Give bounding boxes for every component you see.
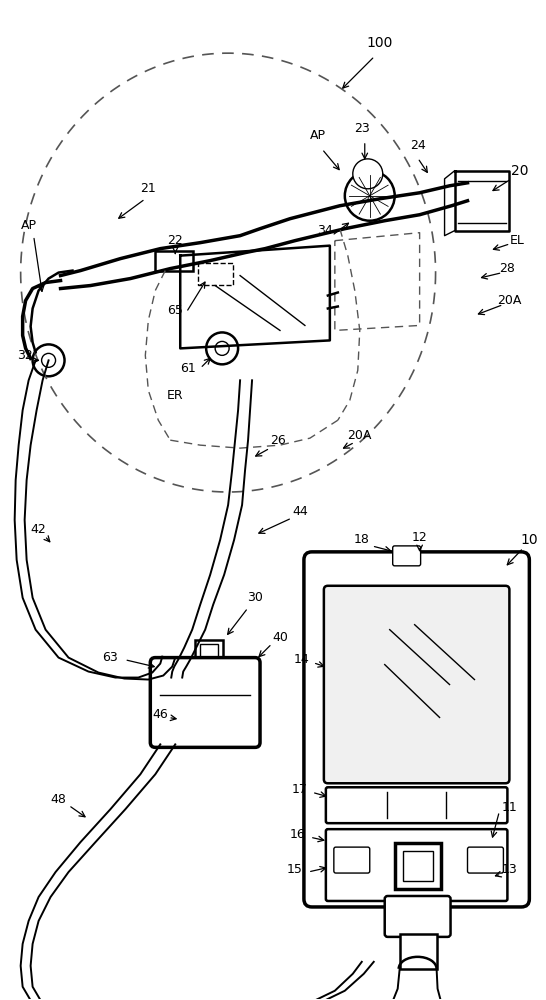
Text: 17: 17: [292, 783, 308, 796]
Text: 28: 28: [500, 262, 515, 275]
Text: 22: 22: [168, 234, 183, 247]
Polygon shape: [400, 934, 437, 969]
FancyBboxPatch shape: [155, 251, 193, 271]
FancyBboxPatch shape: [200, 644, 218, 658]
Text: 18: 18: [354, 533, 370, 546]
Text: 26: 26: [270, 434, 286, 447]
Text: 61: 61: [180, 362, 196, 375]
Text: 15: 15: [287, 863, 303, 876]
Text: 16: 16: [290, 828, 306, 841]
Text: 14: 14: [294, 653, 310, 666]
Text: 40: 40: [272, 631, 288, 644]
Circle shape: [345, 171, 395, 221]
Text: 20: 20: [511, 164, 528, 178]
Text: 24: 24: [410, 139, 425, 152]
Text: 12: 12: [412, 531, 428, 544]
Text: 21: 21: [140, 182, 156, 195]
Text: 13: 13: [502, 863, 517, 876]
Text: 100: 100: [366, 36, 393, 50]
Circle shape: [353, 159, 383, 189]
FancyBboxPatch shape: [467, 847, 503, 873]
Text: 11: 11: [502, 801, 517, 814]
FancyBboxPatch shape: [393, 546, 420, 566]
FancyBboxPatch shape: [304, 552, 529, 907]
Text: EL: EL: [510, 234, 525, 247]
Text: 63: 63: [103, 651, 118, 664]
Text: ER: ER: [167, 389, 183, 402]
FancyBboxPatch shape: [326, 787, 507, 823]
Text: 32: 32: [17, 349, 33, 362]
FancyBboxPatch shape: [326, 829, 507, 901]
FancyBboxPatch shape: [334, 847, 370, 873]
FancyBboxPatch shape: [324, 586, 509, 783]
Text: AP: AP: [21, 219, 37, 232]
FancyBboxPatch shape: [150, 658, 260, 747]
Text: 10: 10: [520, 533, 538, 547]
FancyBboxPatch shape: [195, 640, 223, 662]
Text: 48: 48: [51, 793, 67, 806]
Text: 34: 34: [317, 224, 333, 237]
FancyBboxPatch shape: [395, 843, 441, 889]
Text: 65: 65: [167, 304, 183, 317]
Circle shape: [33, 344, 64, 376]
Text: 20A: 20A: [497, 294, 521, 307]
Circle shape: [41, 353, 56, 367]
FancyBboxPatch shape: [402, 851, 432, 881]
Text: 46: 46: [152, 708, 168, 721]
Text: 23: 23: [354, 122, 370, 135]
Text: 30: 30: [247, 591, 263, 604]
FancyBboxPatch shape: [385, 896, 450, 937]
Text: 42: 42: [31, 523, 46, 536]
Circle shape: [215, 341, 229, 355]
Text: AP: AP: [310, 129, 326, 142]
Text: 44: 44: [292, 505, 308, 518]
Text: 20A: 20A: [348, 429, 372, 442]
Circle shape: [206, 332, 238, 364]
